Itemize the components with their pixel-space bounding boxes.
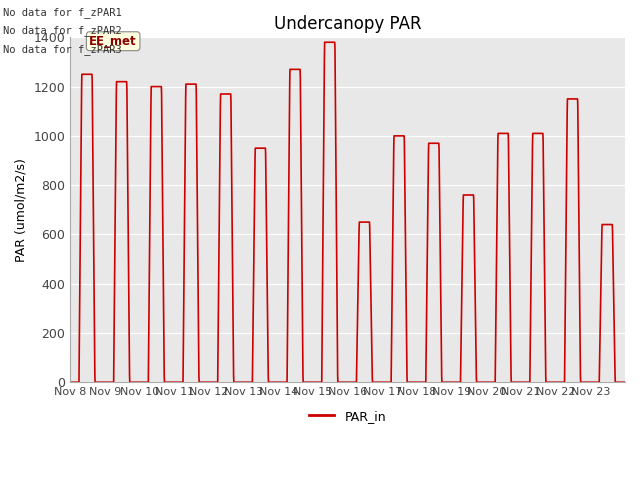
Text: No data for f_zPAR2: No data for f_zPAR2 [3,25,122,36]
Title: Undercanopy PAR: Undercanopy PAR [274,15,422,33]
Legend: PAR_in: PAR_in [305,405,391,428]
Text: No data for f_zPAR1: No data for f_zPAR1 [3,7,122,18]
Y-axis label: PAR (umol/m2/s): PAR (umol/m2/s) [15,158,28,262]
Text: No data for f_zPAR3: No data for f_zPAR3 [3,44,122,55]
Text: EE_met: EE_met [90,35,137,48]
